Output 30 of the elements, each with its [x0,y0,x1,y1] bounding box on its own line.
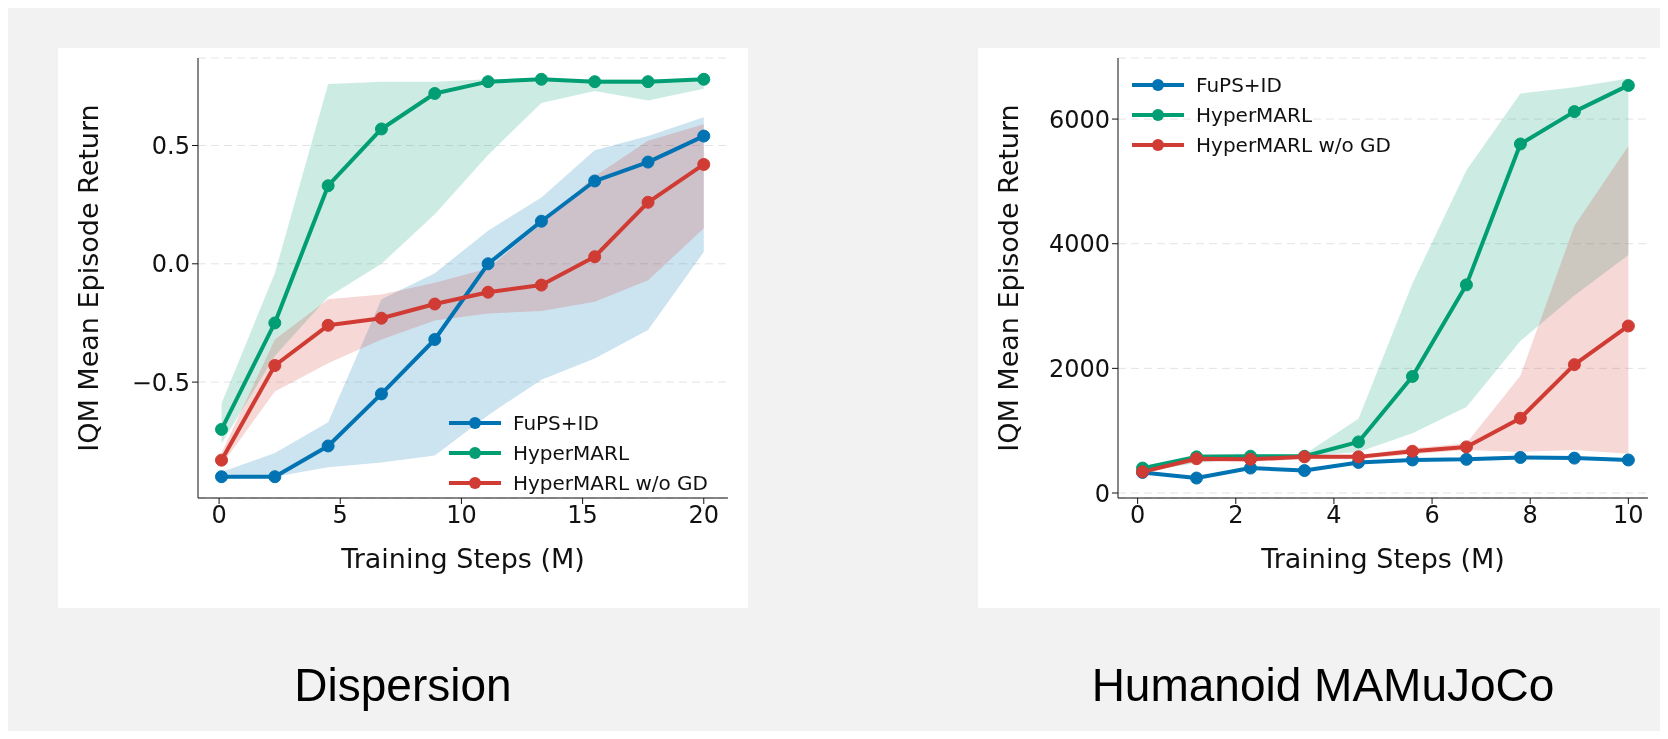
legend-label: HyperMARL w/o GD [512,470,708,497]
text: Humanoid MAMuJoCo [1090,658,1556,712]
legend-label: HyperMARL [512,440,630,467]
x-tick-label: 20 [688,501,720,530]
x-tick-label: 10 [1613,501,1644,530]
y-tick-label: 2000 [1048,354,1110,383]
y-axis-title: IQM Mean Episode Return [72,104,104,452]
x-tick-label: 2 [1228,501,1244,530]
y-tick-label: 0.0 [151,250,190,279]
x-tick-label: 6 [1424,501,1440,530]
x-axis-title: Training Steps (M) [1260,543,1505,574]
x-tick-label: 10 [446,501,477,530]
x-tick-label: 4 [1326,501,1342,530]
y-tick-label: 6000 [1048,105,1110,134]
x-axis-title: Training Steps (M) [340,543,585,574]
legend-label: HyperMARL [1196,102,1313,129]
y-tick-label: −0.5 [131,368,190,397]
x-tick-label: 0 [211,501,227,530]
text: Dispersion [293,658,513,712]
x-tick-label: 15 [567,501,598,530]
x-tick-label: 5 [332,501,348,530]
y-tick-label: 4000 [1048,230,1110,259]
y-axis-title: IQM Mean Episode Return [992,104,1024,452]
y-tick-label: 0.5 [151,132,190,161]
legend-label: FuPS+ID [1196,72,1282,99]
x-tick-label: 0 [1129,501,1146,530]
x-tick-label: 8 [1522,501,1538,530]
legend-label: HyperMARL w/o GD [1196,132,1392,159]
y-tick-label: 0 [1094,479,1110,508]
legend-label: FuPS+ID [512,410,599,437]
